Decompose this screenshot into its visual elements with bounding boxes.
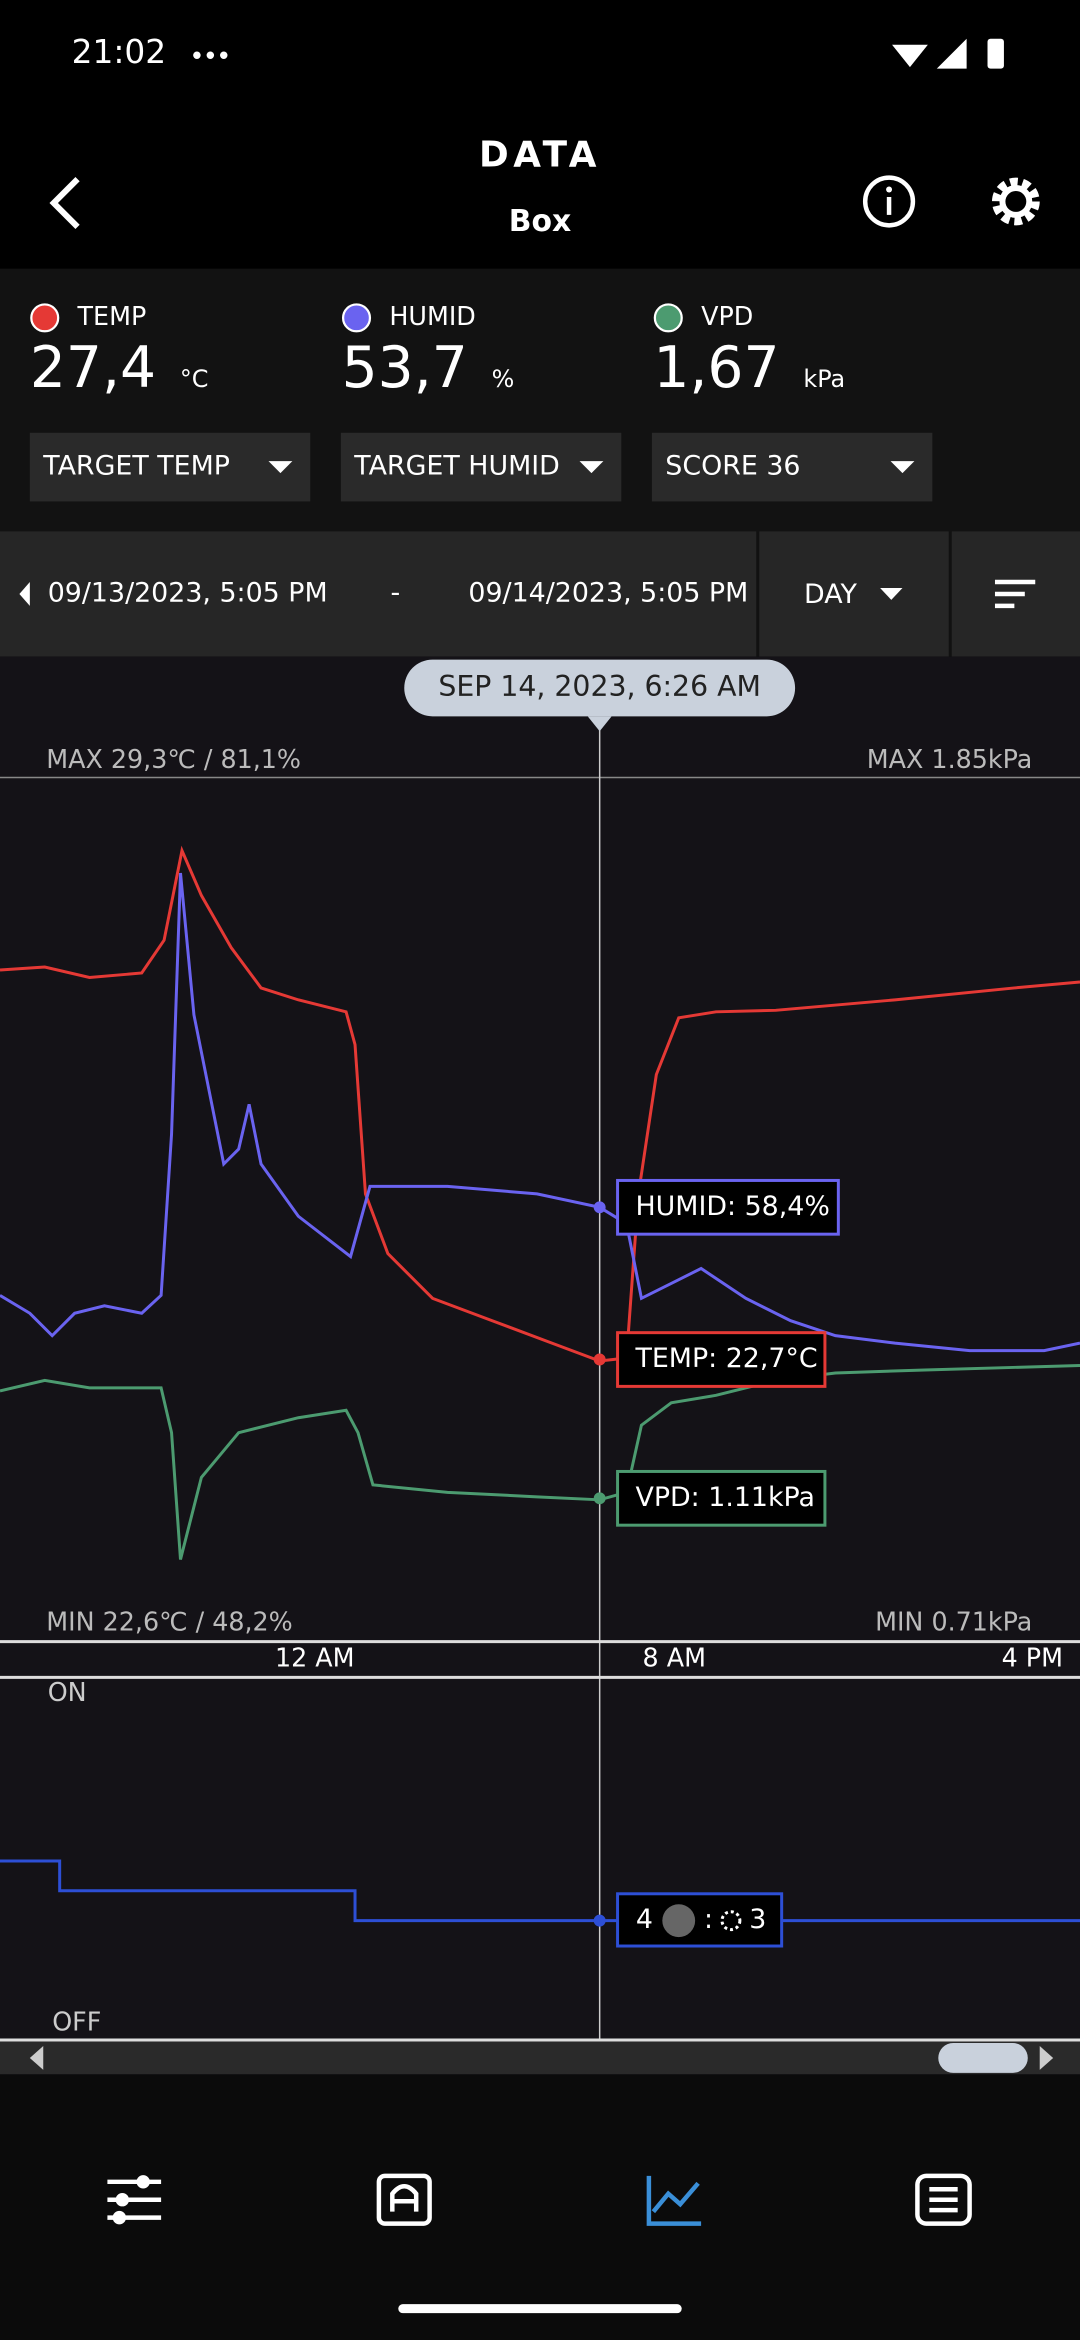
reading-value: 1,67	[653, 335, 779, 401]
tooltip	[616, 1178, 840, 1236]
header-subtitle: Box	[509, 204, 571, 239]
range-separator: -	[390, 577, 400, 608]
device-sep: :	[704, 1904, 713, 1935]
temp-line	[0, 845, 1080, 1363]
dropdown-label[interactable]: TARGET TEMP	[42, 451, 230, 482]
bottom-nav	[0, 2074, 1080, 2340]
vpd-line	[0, 1364, 1080, 1560]
reading-label: HUMID	[389, 301, 476, 331]
tooltip-text: TEMP: 22,7°C	[634, 1343, 817, 1374]
tooltip-text: HUMID: 58,4%	[635, 1191, 829, 1222]
reading-dot	[30, 303, 60, 333]
dropdown-caret	[579, 461, 604, 474]
device-point	[593, 1914, 606, 1927]
dropdown-caret	[890, 461, 915, 474]
header-title: DATA	[479, 135, 601, 176]
time-label: 4 PM	[1002, 1642, 1063, 1672]
reading-label: TEMP	[77, 301, 147, 331]
nav-controls[interactable]	[107, 2175, 162, 2225]
reading-unit: kPa	[803, 365, 845, 393]
device-line	[0, 1859, 1080, 1923]
reading-value: 27,4	[30, 335, 156, 401]
range-end[interactable]: 09/14/2023, 5:05 PM	[468, 577, 748, 608]
max-right: MAX 1.85kPa	[867, 744, 1032, 774]
device-right: 3	[749, 1904, 766, 1935]
home-indicator	[398, 2304, 682, 2314]
chart-bg	[0, 656, 1080, 2075]
period[interactable]: DAY	[804, 579, 857, 610]
dropdown[interactable]	[340, 432, 622, 502]
tooltip	[616, 1469, 827, 1527]
range-start[interactable]: 09/13/2023, 5:05 PM	[48, 577, 328, 608]
light-icon	[720, 1910, 742, 1932]
dropdown-caret	[268, 461, 293, 474]
sort-button[interactable]	[994, 579, 1036, 609]
status-icons	[193, 38, 1004, 69]
max-left: MAX 29,3℃ / 81,1%	[46, 744, 301, 774]
info-button[interactable]	[862, 175, 916, 228]
cursor-point	[593, 1353, 606, 1366]
cursor-point	[593, 1492, 606, 1505]
cursor-label: SEP 14, 2023, 6:26 AM	[438, 670, 761, 703]
reading-dot	[341, 303, 372, 333]
status-time: 21:02	[72, 33, 167, 71]
nav-chart[interactable]	[646, 2175, 702, 2226]
cursor-point	[593, 1201, 606, 1214]
nav-log[interactable]	[915, 2173, 972, 2226]
cursor-pointer	[587, 716, 612, 732]
humid-line	[0, 872, 1080, 1353]
scroll-right[interactable]	[1039, 2046, 1054, 2070]
scrollbar	[0, 2041, 1080, 2075]
dropdown-label[interactable]: TARGET HUMID	[353, 451, 560, 482]
device-tooltip	[616, 1892, 784, 1948]
tooltip-text: VPD: 1.11kPa	[635, 1482, 815, 1513]
tooltip	[616, 1331, 827, 1388]
device-on: ON	[48, 1677, 87, 1707]
fan-icon	[662, 1904, 696, 1938]
settings-button[interactable]	[991, 177, 1040, 226]
scroll-left[interactable]	[29, 2046, 44, 2070]
device-left: 4	[636, 1904, 653, 1935]
reading-value: 53,7	[342, 335, 468, 401]
range-prev[interactable]	[19, 582, 30, 606]
min-right: MIN 0.71kPa	[875, 1607, 1032, 1637]
dropdown-label[interactable]: SCORE 36	[665, 451, 800, 482]
time-label: 8 AM	[643, 1642, 706, 1672]
back-button[interactable]	[49, 176, 80, 229]
reading-unit: %	[492, 365, 515, 393]
reading-dot	[653, 303, 683, 333]
period-caret	[880, 587, 903, 600]
scroll-thumb[interactable]	[938, 2043, 1028, 2073]
time-label: 12 AM	[275, 1642, 355, 1672]
cursor-label-bg	[404, 659, 796, 717]
range-bar	[0, 531, 1080, 657]
reading-label: VPD	[701, 301, 753, 331]
device-off: OFF	[52, 2007, 101, 2037]
dropdown[interactable]	[651, 432, 933, 502]
min-left: MIN 22,6℃ / 48,2%	[46, 1607, 293, 1637]
dropdown[interactable]	[29, 432, 311, 502]
reading-unit: °C	[180, 365, 209, 393]
nav-auto[interactable]	[376, 2173, 432, 2226]
